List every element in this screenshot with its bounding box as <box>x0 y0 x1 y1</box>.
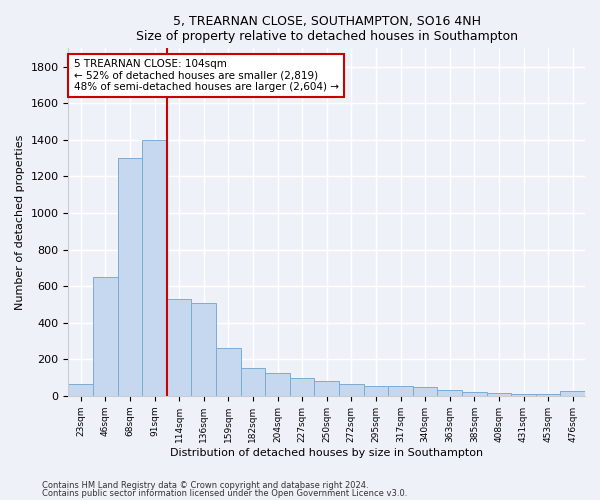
Bar <box>413 386 437 396</box>
Text: 5 TREARNAN CLOSE: 104sqm
← 52% of detached houses are smaller (2,819)
48% of sem: 5 TREARNAN CLOSE: 104sqm ← 52% of detach… <box>74 59 338 92</box>
Bar <box>241 368 265 396</box>
X-axis label: Distribution of detached houses by size in Southampton: Distribution of detached houses by size … <box>170 448 483 458</box>
Text: Contains HM Land Registry data © Crown copyright and database right 2024.: Contains HM Land Registry data © Crown c… <box>42 480 368 490</box>
Bar <box>290 378 314 396</box>
Bar <box>142 140 167 396</box>
Bar <box>167 299 191 396</box>
Bar <box>462 392 487 396</box>
Bar <box>487 393 511 396</box>
Y-axis label: Number of detached properties: Number of detached properties <box>15 134 25 310</box>
Bar <box>364 386 388 396</box>
Bar <box>216 348 241 396</box>
Bar <box>68 384 93 396</box>
Bar <box>511 394 536 396</box>
Title: 5, TREARNAN CLOSE, SOUTHAMPTON, SO16 4NH
Size of property relative to detached h: 5, TREARNAN CLOSE, SOUTHAMPTON, SO16 4NH… <box>136 15 518 43</box>
Bar <box>388 386 413 396</box>
Text: Contains public sector information licensed under the Open Government Licence v3: Contains public sector information licen… <box>42 489 407 498</box>
Bar <box>191 302 216 396</box>
Bar <box>339 384 364 396</box>
Bar <box>93 277 118 396</box>
Bar <box>118 158 142 396</box>
Bar <box>560 392 585 396</box>
Bar <box>265 373 290 396</box>
Bar <box>437 390 462 396</box>
Bar <box>536 394 560 396</box>
Bar <box>314 381 339 396</box>
